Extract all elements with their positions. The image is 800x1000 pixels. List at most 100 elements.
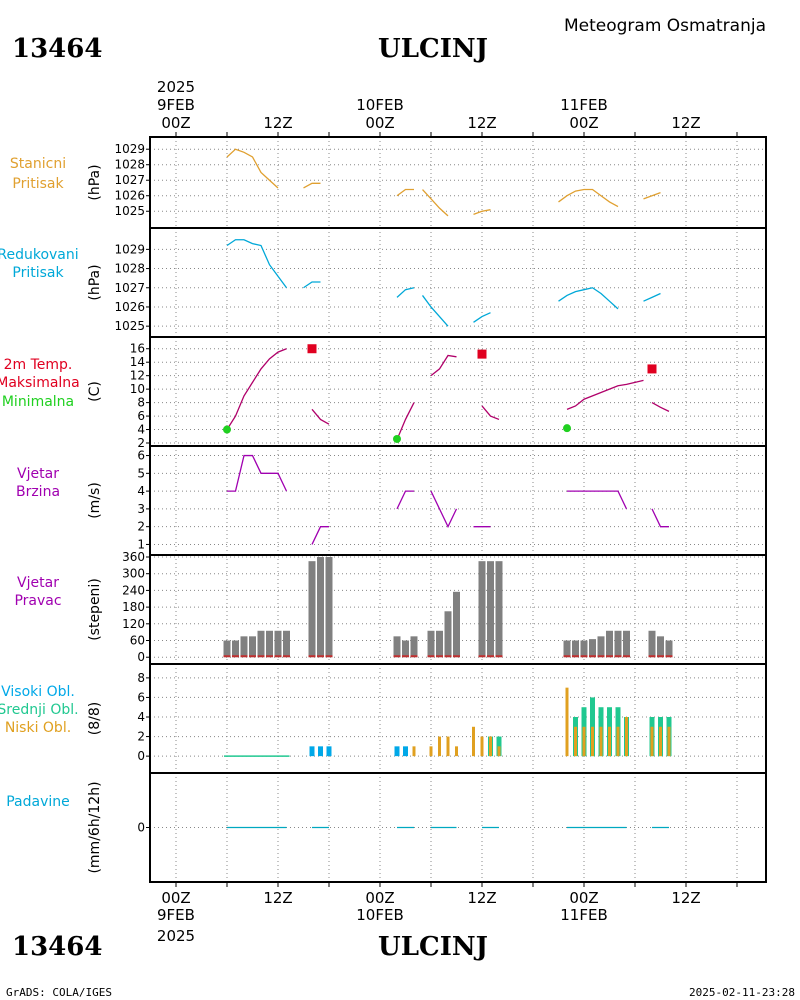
top-time-tick: 00Z bbox=[161, 114, 190, 132]
low-cloud-bar bbox=[565, 687, 569, 757]
panel-label-cloud: Niski Obl. bbox=[5, 720, 71, 736]
ytick-label: 1028 bbox=[114, 158, 145, 172]
year-bottom: 2025 bbox=[157, 927, 195, 945]
series-line-temp bbox=[396, 402, 415, 440]
wind-dir-bar bbox=[410, 636, 418, 658]
wind-dir-bar bbox=[606, 630, 613, 658]
wind-dir-bar bbox=[223, 640, 231, 658]
ytick-label: 1029 bbox=[114, 142, 145, 156]
ytick-label: 5 bbox=[137, 466, 145, 480]
panel-label-temp: 2m Temp. bbox=[4, 357, 73, 373]
wind-dir-bar bbox=[648, 630, 656, 658]
wind-dir-bar bbox=[580, 640, 588, 658]
wind-dir-bar bbox=[325, 557, 333, 658]
panel-label-reduced: Redukovani bbox=[0, 247, 79, 263]
ytick-label: 3 bbox=[137, 502, 145, 516]
high-cloud-bar bbox=[309, 746, 315, 757]
ytick-label: 2 bbox=[137, 730, 145, 744]
low-cloud-bar bbox=[438, 736, 441, 757]
ytick-label: 120 bbox=[122, 617, 145, 631]
series-line-temp bbox=[566, 379, 644, 410]
station-id-top: 13464 bbox=[12, 34, 102, 64]
wind-dir-bar bbox=[427, 630, 435, 658]
ytick-label: 0 bbox=[137, 650, 145, 664]
wind-dir-bar bbox=[453, 591, 460, 658]
ytick-label: 1029 bbox=[114, 242, 145, 256]
low-cloud-bar bbox=[455, 746, 458, 757]
top-date-label: 11FEB bbox=[560, 96, 607, 114]
min-temp-marker bbox=[393, 434, 401, 443]
ytick-label: 300 bbox=[122, 567, 145, 581]
top-date-label: 9FEB bbox=[157, 96, 195, 114]
series-line-pressure bbox=[422, 189, 449, 217]
ytick-label: 180 bbox=[122, 600, 145, 614]
series-line-pressure bbox=[396, 188, 414, 197]
bottom-time-tick: 12Z bbox=[467, 889, 496, 907]
panel-label-temp: Maksimalna bbox=[0, 375, 80, 391]
bottom-time-tick: 12Z bbox=[671, 889, 700, 907]
panel-frame bbox=[149, 136, 767, 229]
low-cloud-bar bbox=[429, 746, 433, 757]
panel-label-cloud: Visoki Obl. bbox=[1, 684, 75, 700]
subtitle: Meteogram Osmatranja bbox=[564, 16, 766, 36]
low-cloud-bar bbox=[412, 746, 416, 757]
series-line-reduced bbox=[303, 281, 321, 289]
bottom-date-label: 9FEB bbox=[157, 906, 195, 924]
wind-dir-bar bbox=[563, 640, 571, 658]
low-cloud-bar bbox=[446, 736, 450, 757]
station-name-bottom: ULCINJ bbox=[378, 932, 488, 962]
ytick-label: 240 bbox=[122, 583, 145, 597]
bottom-time-tick: 00Z bbox=[569, 889, 598, 907]
low-cloud-bar bbox=[599, 726, 603, 757]
wind-dir-bar bbox=[257, 630, 265, 658]
low-cloud-bar bbox=[650, 726, 654, 757]
panel-label-wind_dir: Vjetar bbox=[17, 575, 59, 591]
top-time-tick: 12Z bbox=[671, 114, 700, 132]
high-cloud-bar bbox=[394, 746, 400, 757]
bottom-date-label: 11FEB bbox=[560, 906, 607, 924]
panel-label-reduced: Pritisak bbox=[12, 265, 64, 281]
station-name-top: ULCINJ bbox=[378, 34, 488, 64]
bottom-time-tick: 12Z bbox=[263, 889, 292, 907]
series-line-wind_speed bbox=[430, 490, 458, 529]
series-line-pressure bbox=[303, 182, 321, 189]
ylabel-temp: (C) bbox=[87, 381, 103, 402]
ytick-label: 8 bbox=[137, 396, 145, 410]
top-date-label: 10FEB bbox=[356, 96, 403, 114]
top-time-tick: 00Z bbox=[569, 114, 598, 132]
ylabel-precip: (mm/6h/12h) bbox=[87, 781, 103, 873]
series-line-reduced bbox=[396, 287, 415, 298]
high-cloud-bar bbox=[318, 746, 323, 757]
ytick-label: 6 bbox=[137, 409, 145, 423]
series-line-reduced bbox=[558, 287, 619, 310]
wind-dir-bar bbox=[402, 640, 409, 658]
wind-dir-bar bbox=[572, 640, 579, 658]
ytick-label: 1026 bbox=[114, 189, 145, 203]
low-cloud-bar bbox=[591, 726, 594, 757]
ytick-label: 4 bbox=[137, 710, 145, 724]
bottom-time-tick: 00Z bbox=[161, 889, 190, 907]
min-temp-marker bbox=[223, 425, 231, 434]
low-cloud-bar bbox=[625, 717, 628, 757]
low-cloud-bar bbox=[659, 726, 662, 757]
ytick-label: 6 bbox=[137, 690, 145, 704]
panel-label-temp: Minimalna bbox=[2, 394, 74, 410]
max-temp-marker bbox=[307, 344, 317, 354]
ylabel-wind_speed: (m/s) bbox=[87, 482, 103, 519]
series-line-wind_speed bbox=[396, 490, 414, 510]
wind-dir-bar bbox=[597, 636, 605, 658]
wind-dir-bar bbox=[308, 561, 316, 658]
ytick-label: 1 bbox=[137, 537, 145, 551]
low-cloud-bar bbox=[616, 726, 620, 757]
max-temp-marker bbox=[477, 349, 487, 359]
series-line-temp bbox=[651, 402, 670, 412]
series-line-wind_speed bbox=[311, 526, 329, 545]
ytick-label: 1028 bbox=[114, 262, 145, 276]
wind-dir-bar bbox=[665, 640, 673, 658]
series-line-reduced bbox=[473, 312, 491, 323]
wind-dir-bar bbox=[240, 636, 248, 658]
series-line-pressure bbox=[558, 188, 619, 208]
series-line-wind_speed bbox=[651, 508, 669, 528]
low-cloud-bar bbox=[574, 726, 577, 757]
